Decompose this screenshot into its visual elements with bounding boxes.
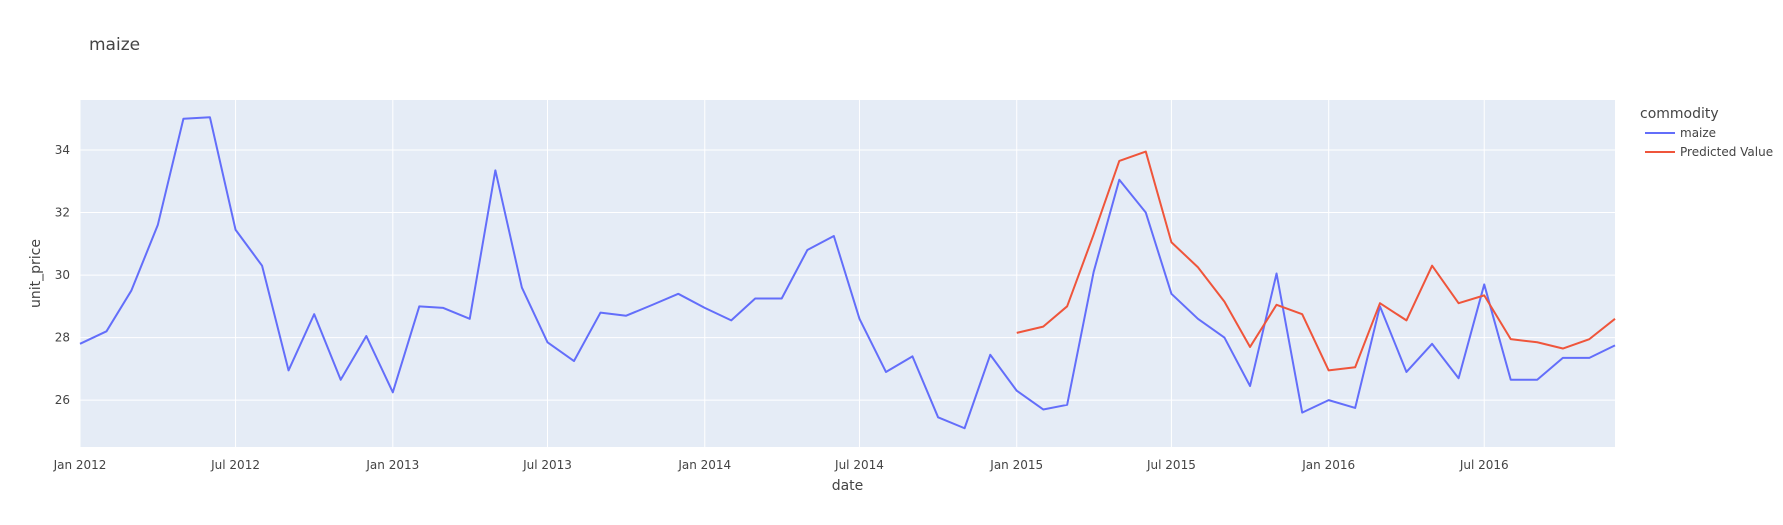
y-tick-label: 32 (55, 206, 70, 220)
series-lines (79, 116, 1616, 430)
x-tick-label: Jul 2015 (1146, 458, 1196, 472)
plot-area (80, 100, 1615, 447)
y-axis-title: unit_price (28, 239, 44, 308)
legend-label-0: maize (1680, 126, 1716, 140)
x-tick-label: Jan 2015 (989, 458, 1043, 472)
x-axis-ticks: Jan 2012 Jul 2012 Jan 2013 Jul 2013 Jan 2014… (53, 458, 1509, 472)
legend-title: commodity (1640, 106, 1719, 122)
legend: commodity maize Predicted Value (1640, 106, 1773, 159)
x-tick-label: Jan 2013 (365, 458, 419, 472)
legend-label-1: Predicted Value (1680, 145, 1773, 159)
x-tick-label: Jan 2012 (53, 458, 107, 472)
series-line-0 (79, 116, 1616, 430)
x-tick-label: Jul 2014 (834, 458, 884, 472)
x-axis-title: date (832, 478, 864, 494)
chart-title: maize (89, 35, 140, 55)
x-tick-label: Jan 2016 (1301, 458, 1355, 472)
y-tick-label: 34 (55, 143, 70, 157)
y-tick-label: 28 (55, 331, 70, 345)
x-tick-label: Jul 2013 (522, 458, 572, 472)
y-axis-ticks: 26 28 30 32 34 (55, 143, 70, 407)
x-tick-label: Jul 2016 (1459, 458, 1509, 472)
y-tick-label: 26 (55, 393, 70, 407)
y-tick-label: 30 (55, 268, 70, 282)
gridlines (79, 100, 1615, 447)
x-tick-label: Jul 2012 (210, 458, 260, 472)
x-tick-label: Jan 2014 (677, 458, 731, 472)
series-line-1 (1016, 150, 1616, 372)
